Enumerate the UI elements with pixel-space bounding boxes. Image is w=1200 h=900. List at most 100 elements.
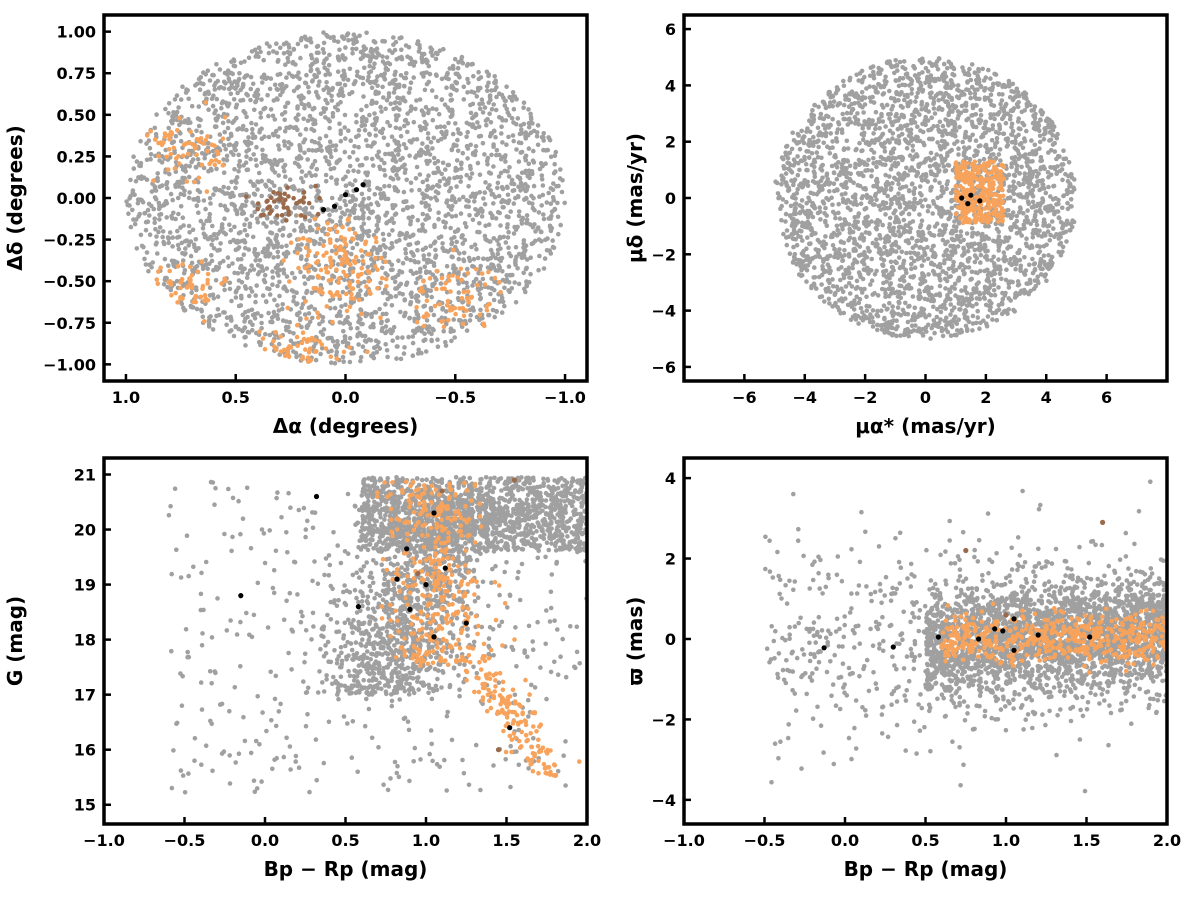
point-series-1 [556,231,561,237]
point-series-2 [144,133,150,138]
point-series-1 [238,230,243,235]
y-tick-label: 0.75 [57,64,96,83]
point-series-1 [495,185,500,191]
point-series-1 [460,300,465,305]
point-series-2 [205,134,210,139]
point-series-1 [490,215,495,221]
point-series-1 [969,269,975,275]
point-series-1 [274,204,279,210]
point-series-1 [476,124,482,129]
point-series-1 [187,230,192,235]
point-series-1 [193,83,198,88]
point-series-1 [1011,179,1016,184]
point-series-1 [403,236,408,241]
point-series-2 [424,298,430,304]
point-series-1 [427,207,433,212]
point-series-1 [453,165,459,171]
point-series-1 [879,102,885,108]
point-series-1 [525,132,531,138]
point-series-1 [1002,104,1008,109]
point-series-1 [205,68,211,73]
point-series-2 [497,279,502,285]
point-series-1 [386,232,392,237]
point-series-1 [236,245,242,250]
point-series-2 [222,115,228,120]
point-series-1 [448,98,454,103]
point-series-1 [476,270,481,276]
point-series-1 [864,294,869,300]
point-series-1 [502,103,508,108]
point-series-1 [370,122,375,128]
point-series-1 [379,320,384,326]
point-series-1 [393,69,398,75]
point-series-1 [429,294,435,300]
point-series-1 [484,158,490,164]
point-series-1 [414,153,419,158]
point-series-2 [166,280,171,285]
point-series-1 [961,245,966,251]
x-tick-label: 1.0 [112,388,140,407]
point-series-1 [419,200,425,205]
point-series-1 [958,229,964,234]
point-series-2 [154,277,160,282]
point-series-2 [461,289,467,295]
point-series-1 [379,265,385,271]
point-series-1 [337,320,343,325]
point-series-1 [392,86,398,91]
point-series-1 [368,49,374,54]
point-series-2 [260,336,266,341]
point-series-1 [394,356,399,361]
point-series-1 [422,58,427,63]
point-series-1 [398,309,403,315]
point-series-1 [184,87,189,92]
point-series-1 [506,214,511,220]
point-series-2 [278,334,283,339]
point-series-1 [415,248,420,253]
point-series-1 [307,211,312,216]
point-series-1 [888,166,894,172]
point-series-1 [464,224,469,230]
point-series-2 [350,236,355,241]
point-series-1 [367,131,372,137]
point-series-2 [338,262,344,267]
point-series-2 [306,350,312,355]
point-series-1 [497,152,502,158]
point-series-2 [273,330,279,335]
point-series-2 [344,308,350,314]
point-series-1 [350,51,355,56]
point-series-2 [189,285,195,291]
point-series-1 [554,184,559,189]
point-series-2 [333,251,339,256]
point-series-1 [375,83,380,89]
point-series-1 [455,65,461,71]
point-series-2 [287,344,292,349]
point-series-1 [252,192,258,197]
point-series-1 [526,124,532,130]
point-series-1 [294,290,299,296]
point-series-1 [482,152,487,157]
point-series-1 [909,235,915,241]
point-series-1 [425,110,431,116]
point-series-1 [314,44,320,49]
point-series-1 [139,197,144,203]
point-series-1 [233,295,239,300]
point-series-1 [164,181,169,187]
point-series-1 [840,111,845,117]
point-series-1 [301,274,307,280]
point-series-1 [270,113,276,119]
point-series-1 [281,139,287,144]
point-series-2 [202,319,207,324]
point-series-1 [215,294,221,300]
point-series-1 [551,170,557,176]
point-series-1 [443,74,449,80]
point-series-1 [382,184,387,189]
point-series-1 [128,193,133,199]
point-series-2 [192,146,198,151]
point-series-1 [412,330,418,336]
point-series-1 [174,109,180,115]
point-series-2 [421,278,426,284]
point-series-2 [204,148,210,154]
y-tick-label: 0.50 [57,106,96,125]
point-series-1 [555,200,560,206]
point-series-1 [846,281,852,286]
